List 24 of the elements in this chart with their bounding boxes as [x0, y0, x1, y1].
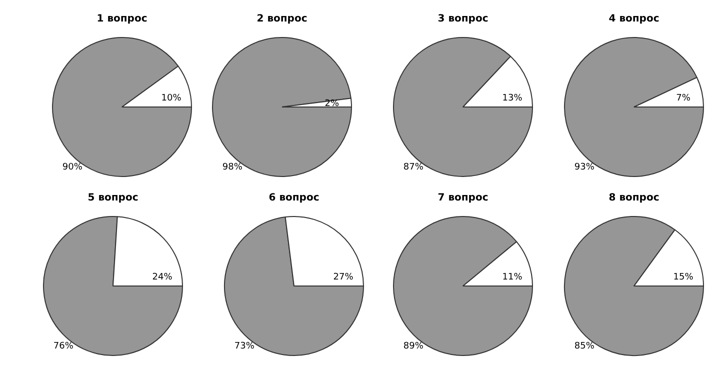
data-label: 11% [502, 272, 523, 283]
chart-title: 3 вопрос [438, 14, 488, 25]
data-label: 93% [574, 162, 595, 172]
data-label: 27% [333, 272, 354, 283]
data-label: 15% [673, 272, 694, 283]
chart-title: 8 вопрос [608, 192, 660, 204]
chart-title: 7 вопрос [438, 192, 488, 204]
chart-title: 1 вопрос [96, 14, 148, 25]
data-label: 98% [222, 162, 243, 172]
data-label: 85% [574, 341, 595, 352]
data-label: 89% [403, 341, 424, 352]
data-label: 90% [62, 162, 83, 172]
data-label: 10% [161, 94, 182, 104]
data-label: 76% [53, 341, 74, 352]
data-label: 24% [152, 272, 173, 283]
data-label: 2% [324, 99, 340, 110]
data-label: 7% [676, 94, 691, 104]
data-label: 87% [403, 162, 424, 172]
chart-title: 6 вопрос [268, 192, 320, 204]
data-label: 13% [502, 94, 523, 104]
chart-title: 5 вопрос [88, 192, 138, 204]
chart-title: 4 вопрос [608, 14, 660, 25]
data-label: 73% [234, 341, 255, 352]
chart-title: 2 вопрос [256, 14, 308, 25]
